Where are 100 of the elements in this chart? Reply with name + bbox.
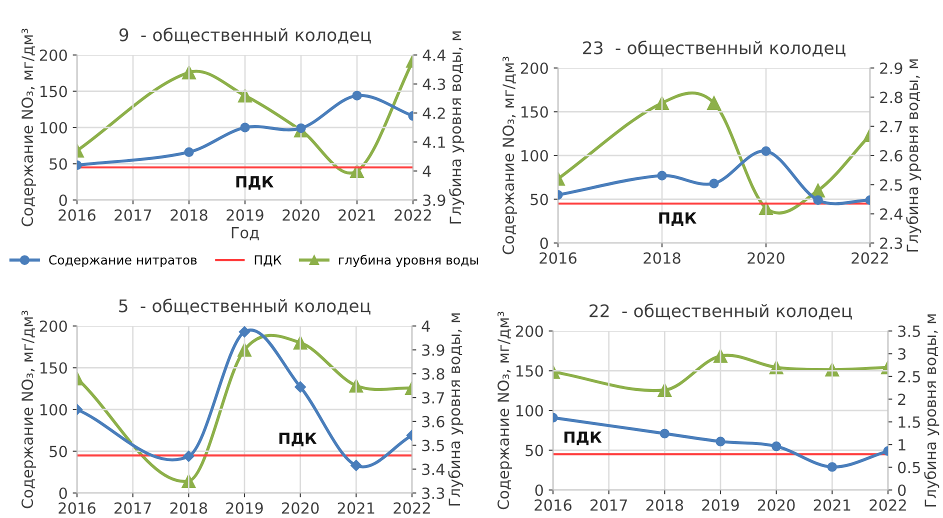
y2-tick-label: 2.6 — [880, 150, 902, 162]
x-tick-label: 2019 — [226, 502, 263, 514]
y2-axis-title: Глубина уровня воды, м — [924, 314, 940, 507]
point — [660, 428, 670, 438]
y-tick-label: 0 — [59, 194, 67, 206]
y2-tick-label: 3.8 — [422, 368, 444, 380]
y2-tick-label: 3.4 — [422, 464, 444, 476]
x-tick-label: 2020 — [282, 502, 319, 514]
y2-tick-label: 1 — [898, 439, 906, 450]
y-tick-label: 50 — [50, 158, 67, 170]
x-tick-label: 2017 — [114, 502, 151, 514]
text: ПДК — [236, 176, 274, 190]
y-tick-label: 200 — [516, 325, 543, 338]
y2-tick-label: 2.8 — [880, 92, 902, 104]
y2-tick-label: 3.7 — [422, 392, 444, 404]
chart-title: 5 - общественный колодец — [119, 298, 370, 315]
x-tick-label: 2020 — [282, 209, 320, 221]
y2-tick-label: 3.9 — [422, 344, 444, 356]
y-tick-label: 150 — [516, 365, 543, 377]
x-tick-label: 2021 — [338, 502, 374, 514]
x-tick-label: 2018 — [170, 502, 208, 514]
y-axis-title: Содержание NO₃, мг/дм³ — [22, 28, 36, 226]
x-tick-label: 2017 — [590, 499, 627, 511]
x-tick-label: 2016 — [534, 499, 572, 511]
point — [184, 147, 194, 158]
x-axis-title: Год — [232, 227, 259, 240]
y2-tick-label: 3.6 — [422, 416, 444, 428]
legend-label: ПДК — [254, 255, 282, 266]
ref-line-label: ПДК — [564, 432, 602, 446]
y2-tick-label: 4.1 — [422, 136, 445, 148]
x-tick-label: 2016 — [540, 252, 576, 264]
point — [771, 441, 782, 452]
legend-label: Содержание нитратов — [49, 255, 197, 268]
y2-axis-title: Глубина уровня воды, м — [906, 59, 922, 252]
x-tick-label: 2020 — [758, 499, 795, 511]
y2-tick-label: 4.2 — [422, 107, 445, 119]
x-tick-label: 2022 — [870, 499, 906, 511]
y2-tick-label: 3.5 — [898, 325, 920, 338]
point — [352, 90, 362, 100]
y-tick-label: 200 — [40, 320, 67, 332]
y-tick-label: 100 — [40, 122, 67, 134]
y-axis-title: Содержание NO₃, мг/дм³ — [502, 56, 518, 254]
y-tick-label: 0 — [540, 237, 548, 250]
y2-axis-title: Глубина уровня воды, м — [449, 31, 464, 224]
point — [294, 381, 306, 393]
y2-tick-label: 2.5 — [898, 370, 920, 382]
chart-title: 22 - общественный колодец — [590, 304, 852, 320]
ref-line-label: ПДК — [659, 212, 696, 226]
y2-tick-label: 1.5 — [898, 416, 920, 428]
y2-tick-label: 4 — [422, 166, 431, 177]
point — [240, 122, 250, 132]
x-tick-label: 2016 — [58, 502, 96, 514]
y-tick-label: 200 — [520, 62, 548, 74]
y2-tick-label: 3.9 — [423, 194, 446, 206]
y-tick-label: 0 — [59, 487, 67, 500]
x-tick-label: 2021 — [814, 499, 850, 511]
point — [714, 349, 728, 363]
y-tick-label: 50 — [526, 444, 543, 456]
y-tick-label: 0 — [535, 484, 543, 496]
x-tick-label: 2017 — [114, 209, 152, 221]
x-tick-label: 2018 — [644, 252, 680, 264]
y-tick-label: 150 — [40, 362, 67, 374]
x-tick-label: 2022 — [394, 209, 431, 221]
y2-tick-label: 2.7 — [880, 120, 902, 132]
y-tick-label: 50 — [50, 446, 67, 458]
x-tick-label: 2016 — [58, 209, 96, 221]
y2-tick-label: 2.9 — [880, 62, 902, 74]
y2-tick-label: 4.4 — [422, 50, 446, 61]
point — [761, 146, 771, 156]
x-tick-label: 2019 — [702, 499, 739, 511]
point — [707, 96, 721, 110]
chart-title: 9 - общественный колодец — [119, 28, 371, 44]
y2-axis-title: Глубина уровня воды, м — [448, 313, 464, 506]
ref-line-label: ПДК — [279, 432, 317, 446]
point — [709, 178, 719, 188]
x-tick-label: 2019 — [226, 209, 264, 221]
point — [657, 170, 667, 180]
y2-tick-label: 4.3 — [422, 78, 446, 90]
y2-tick-label: 3 — [898, 348, 906, 360]
point — [238, 342, 252, 357]
y-axis-title: Содержание NO₃, мг/дм³ — [22, 310, 36, 508]
point — [238, 326, 250, 338]
y-tick-label: 100 — [521, 150, 548, 162]
point — [182, 65, 196, 80]
y-tick-label: 150 — [40, 86, 67, 98]
y2-tick-label: 0 — [898, 484, 906, 496]
x-tick-label: 2021 — [338, 209, 376, 221]
x-tick-label: 2018 — [646, 499, 684, 511]
y-tick-label: 150 — [521, 106, 548, 118]
legend-label: глубина уровня воды — [339, 254, 478, 268]
point — [716, 436, 726, 446]
x-tick-label: 2022 — [852, 252, 888, 264]
x-tick-label: 2020 — [748, 252, 784, 264]
point — [296, 123, 306, 134]
point — [655, 96, 669, 110]
point — [183, 450, 194, 462]
y-axis-title: Содержание NO₃, мг/дм³ — [498, 312, 512, 510]
y2-tick-label: 3.5 — [422, 440, 444, 452]
y-tick-label: 100 — [516, 404, 543, 417]
y-tick-label: 50 — [530, 194, 548, 206]
